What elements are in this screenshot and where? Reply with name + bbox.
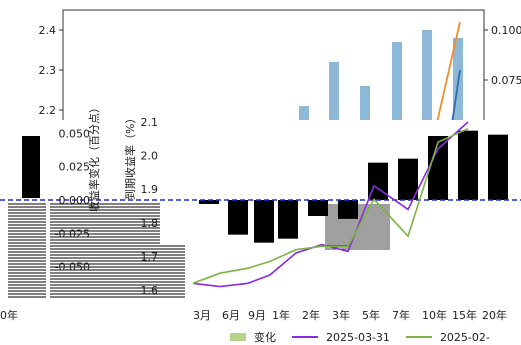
- legend-label: 2025-03-31: [326, 330, 390, 344]
- front-bar: [308, 200, 328, 216]
- front-bar: [398, 158, 418, 200]
- front-right-tick-label: 1.6: [141, 284, 159, 297]
- legend-swatch: [405, 336, 432, 338]
- front-left-tick-label: 0.000: [59, 194, 91, 207]
- legend-label: 2025-02-: [439, 330, 490, 344]
- legend-label: 变化: [254, 331, 276, 344]
- front-bar: [428, 136, 448, 200]
- front-right-tick-label: 1.7: [141, 250, 159, 263]
- chart-legend: 变化 2025-03-31 2025-02-: [230, 330, 506, 344]
- front-left-tick-label: 0.025: [59, 161, 91, 174]
- front-line-series: [192, 121, 469, 288]
- front-left-tick-label: -0.050: [55, 261, 90, 274]
- legend-item: 2025-02-: [405, 330, 490, 344]
- back-bar: [299, 106, 309, 130]
- front-x-tick-label: 2年: [302, 308, 320, 322]
- front-line: [192, 127, 469, 285]
- front-bar-series: [199, 130, 508, 243]
- front-bar: [228, 200, 248, 235]
- front-right-tick-label: 2.0: [141, 150, 159, 163]
- back-bar: [360, 86, 370, 130]
- front-x-tick-label: 7年: [392, 308, 410, 322]
- front-bar: [254, 200, 274, 243]
- back-right-tick-label: 0.075: [491, 74, 521, 87]
- y-axis-label-right: 到期收益率（%）: [123, 113, 137, 200]
- back-left-axis: 2.2 2.3 2.4: [39, 24, 63, 117]
- legend-swatch: [230, 333, 246, 341]
- back-right-tick-label: 0.100: [491, 24, 521, 37]
- back-right-axis: 0.075 0.100: [484, 24, 521, 87]
- front-x-tick-label: 9月: [248, 309, 266, 322]
- back-bar: [329, 62, 339, 130]
- back-left-tick-label: 2.2: [39, 104, 57, 117]
- back-left-tick-label: 2.4: [39, 24, 57, 37]
- left-strip-panel: 0年: [0, 120, 50, 322]
- legend-item: 变化: [230, 329, 276, 345]
- front-x-tick-label: 1年: [272, 308, 290, 322]
- front-x-axis: 3月 6月 9月 1年 2年 3年 5年 7年 10年 15年 20年: [193, 308, 507, 322]
- front-right-tick-label: 2.1: [141, 116, 159, 129]
- front-bar: [368, 162, 388, 200]
- front-bar: [199, 200, 219, 204]
- front-right-tick-label: 1.8: [141, 217, 159, 230]
- left-strip-x-tick: 0年: [0, 308, 18, 322]
- front-line: [192, 121, 469, 288]
- legend-swatch: [292, 336, 318, 338]
- front-x-tick-label: 20年: [482, 308, 507, 322]
- front-bar: [488, 134, 508, 200]
- front-right-axis: 2.1 2.0 1.9 1.8 1.7 1.6: [141, 116, 159, 297]
- front-left-tick-label: -0.025: [55, 227, 90, 240]
- front-x-tick-label: 15年: [452, 308, 477, 322]
- back-bar: [422, 30, 432, 130]
- front-x-tick-label: 5年: [362, 308, 380, 322]
- front-left-axis: 0.050 0.025 0.000 -0.025 -0.050: [55, 127, 90, 273]
- front-right-tick-label: 1.9: [141, 183, 159, 196]
- front-bar: [338, 200, 358, 219]
- front-bar: [458, 130, 478, 200]
- y-axis-label-left: 收益率变化（百分点）: [87, 102, 101, 212]
- front-left-tick-label: 0.050: [59, 127, 91, 140]
- front-bar: [278, 200, 298, 239]
- front-x-tick-label: 3月: [193, 309, 211, 322]
- left-strip-hatch: [8, 203, 46, 298]
- back-left-tick-label: 2.3: [39, 64, 57, 77]
- legend-item: 2025-03-31: [292, 331, 390, 344]
- front-chart-panel: 0.050 0.025 0.000 -0.025 -0.050 2.1 2.0 1.9 1.8…: [0, 102, 521, 322]
- front-x-tick-label: 3年: [332, 308, 350, 322]
- back-bar: [392, 42, 402, 130]
- back-chart-panel: 2.2 2.3 2.4 0.075 0.100: [39, 9, 521, 191]
- back-chart-frame: [62, 9, 485, 131]
- front-x-tick-label: 10年: [422, 308, 447, 322]
- left-strip-bar: [22, 136, 40, 198]
- front-x-tick-label: 6月: [222, 309, 240, 322]
